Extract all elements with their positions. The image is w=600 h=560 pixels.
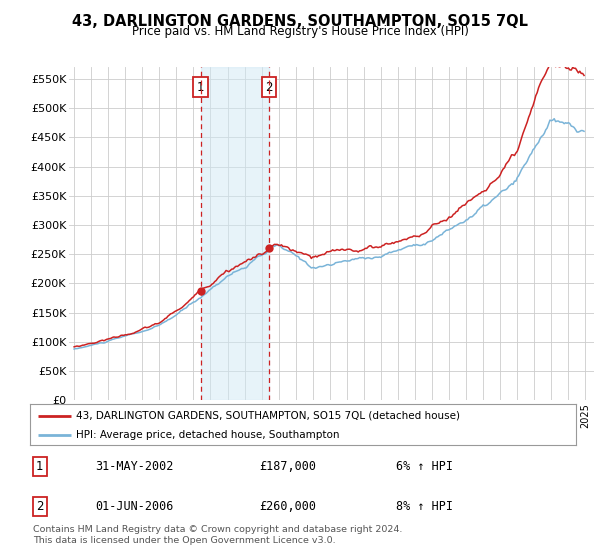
Text: HPI: Average price, detached house, Southampton: HPI: Average price, detached house, Sout… — [76, 430, 340, 440]
Text: 01-JUN-2006: 01-JUN-2006 — [95, 500, 174, 513]
Text: 43, DARLINGTON GARDENS, SOUTHAMPTON, SO15 7QL: 43, DARLINGTON GARDENS, SOUTHAMPTON, SO1… — [72, 14, 528, 29]
Text: 31-MAY-2002: 31-MAY-2002 — [95, 460, 174, 473]
Text: £260,000: £260,000 — [259, 500, 316, 513]
Text: Price paid vs. HM Land Registry's House Price Index (HPI): Price paid vs. HM Land Registry's House … — [131, 25, 469, 38]
Bar — [200, 67, 269, 400]
Text: 1: 1 — [36, 460, 44, 473]
Text: Contains HM Land Registry data © Crown copyright and database right 2024.
This d: Contains HM Land Registry data © Crown c… — [33, 525, 403, 545]
Text: 8% ↑ HPI: 8% ↑ HPI — [396, 500, 453, 513]
Text: 1: 1 — [197, 81, 204, 94]
Text: 43, DARLINGTON GARDENS, SOUTHAMPTON, SO15 7QL (detached house): 43, DARLINGTON GARDENS, SOUTHAMPTON, SO1… — [76, 411, 460, 421]
Text: 2: 2 — [36, 500, 44, 513]
Text: 2: 2 — [265, 81, 272, 94]
Text: £187,000: £187,000 — [259, 460, 316, 473]
Text: 6% ↑ HPI: 6% ↑ HPI — [396, 460, 453, 473]
